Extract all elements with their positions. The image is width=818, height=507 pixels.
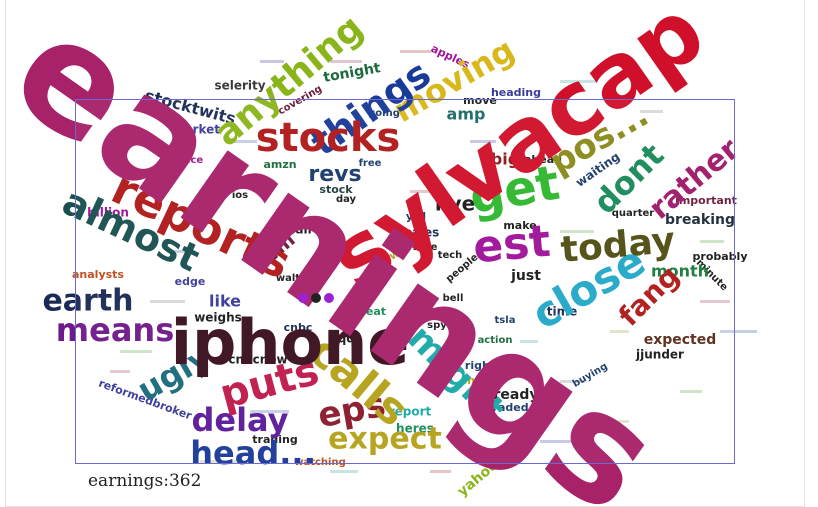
- dot-glyph: [324, 293, 334, 303]
- word-heres[interactable]: heres: [396, 422, 434, 436]
- word-selerity[interactable]: selerity: [214, 79, 265, 93]
- status-readout: earnings:362: [88, 471, 202, 491]
- word-bell[interactable]: bell: [443, 293, 464, 304]
- word-earth[interactable]: earth: [42, 284, 133, 319]
- word-like[interactable]: like: [209, 292, 241, 311]
- word-quarter[interactable]: quarter: [612, 208, 655, 219]
- word-est[interactable]: est: [471, 216, 552, 274]
- word-analysts[interactable]: analysts: [72, 268, 124, 281]
- dot-glyph: [298, 293, 308, 303]
- word-cnbcnow[interactable]: cnbcnow: [228, 353, 287, 367]
- word-today[interactable]: today: [559, 220, 677, 271]
- word-trading[interactable]: trading: [252, 433, 297, 446]
- word-traded[interactable]: traded: [487, 401, 528, 414]
- word-market[interactable]: market: [172, 123, 220, 137]
- word-amp[interactable]: amp: [447, 105, 486, 124]
- word-qqq[interactable]: qqq: [329, 332, 355, 346]
- word-right[interactable]: right: [465, 359, 495, 372]
- word-billion[interactable]: billion: [87, 206, 129, 220]
- word-make[interactable]: make: [503, 219, 536, 232]
- word-ahead[interactable]: ahead: [524, 153, 562, 166]
- word-live[interactable]: live: [435, 192, 475, 216]
- filler-words: [110, 50, 757, 473]
- word-going[interactable]: going: [368, 108, 400, 119]
- word-sales[interactable]: sales: [405, 226, 440, 240]
- word-walt[interactable]: walt: [276, 273, 300, 284]
- word-breaking[interactable]: breaking: [665, 212, 735, 228]
- word-tech[interactable]: tech: [438, 250, 463, 261]
- word-move[interactable]: move: [463, 94, 497, 107]
- word-watching[interactable]: watching: [294, 457, 346, 468]
- word-ios[interactable]: ios: [232, 190, 248, 201]
- word-ytd[interactable]: ytd: [406, 210, 426, 223]
- word-cnbc[interactable]: cnbc: [284, 321, 313, 334]
- word-sure[interactable]: sure: [413, 242, 438, 253]
- word-call[interactable]: call: [288, 223, 311, 237]
- word-day[interactable]: day: [336, 194, 357, 205]
- word-head[interactable]: head...: [190, 434, 315, 472]
- word-service[interactable]: service: [163, 155, 204, 166]
- word-delay[interactable]: delay: [191, 401, 288, 439]
- hover-highlight-box: [75, 99, 735, 464]
- word-expect[interactable]: expect: [328, 422, 442, 457]
- word-big[interactable]: big: [491, 150, 519, 169]
- word-heading[interactable]: heading: [491, 86, 541, 99]
- word-free[interactable]: free: [359, 158, 382, 169]
- word-share[interactable]: share: [461, 374, 496, 387]
- word-iphone[interactable]: iphone: [171, 306, 410, 379]
- word-tsla[interactable]: tsla: [495, 315, 516, 326]
- word-ready[interactable]: ready: [494, 387, 539, 403]
- word-nflx[interactable]: nflx: [364, 269, 387, 282]
- word-revs[interactable]: revs: [308, 162, 361, 187]
- word-important[interactable]: important: [675, 194, 737, 207]
- word-month[interactable]: month: [651, 262, 709, 281]
- word-expected[interactable]: expected: [644, 332, 717, 348]
- word-probably[interactable]: probably: [693, 250, 748, 263]
- word-stocks[interactable]: stocks: [256, 115, 401, 161]
- word-just[interactable]: just: [510, 268, 541, 284]
- word-beat[interactable]: beat: [358, 305, 386, 318]
- word-time[interactable]: time: [547, 305, 578, 319]
- word-weighs[interactable]: weighs: [194, 311, 242, 325]
- word-edge[interactable]: edge: [175, 275, 206, 288]
- word-action[interactable]: action: [478, 335, 513, 346]
- word-stock[interactable]: stock: [319, 183, 353, 196]
- word-spy[interactable]: spy: [427, 320, 447, 331]
- word-amzn[interactable]: amzn: [263, 158, 296, 171]
- word-jjunder[interactable]: jjunder: [635, 348, 684, 362]
- dot-glyph: [311, 293, 321, 303]
- word-report[interactable]: report: [389, 405, 432, 419]
- chart-panel: [5, 0, 805, 507]
